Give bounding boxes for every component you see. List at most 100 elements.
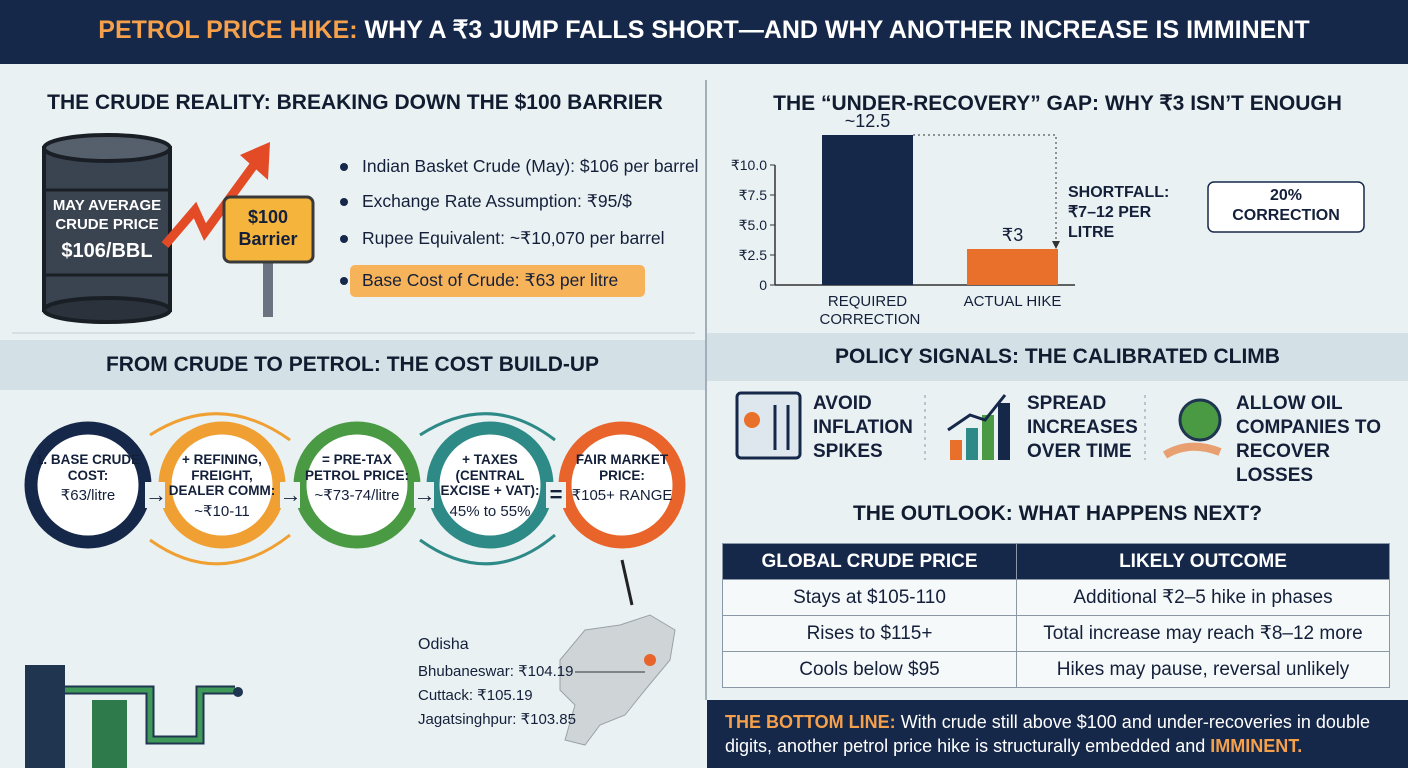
step-text: + REFINING, FREIGHT, DEALER COMM:: [168, 452, 276, 499]
cell: Total increase may reach ₹8–12 more: [1016, 615, 1390, 652]
step-text: 1. BASE CRUDE COST:: [35, 452, 141, 483]
y-tick-label: 0: [759, 277, 767, 293]
operator: →: [145, 482, 167, 508]
map-region: Odisha: [418, 636, 469, 653]
policy-item: ALLOW OIL COMPANIES TO RECOVER LOSSES: [1236, 393, 1381, 486]
decoration: [998, 403, 1010, 460]
city: Cuttack: ₹105.19: [418, 687, 533, 704]
policy-item: SPREAD INCREASES OVER TIME: [1027, 393, 1138, 462]
map-pin: [644, 654, 656, 666]
barrel-label: MAY AVERAGE CRUDE PRICE: [52, 197, 162, 233]
callout-box: [1207, 181, 1365, 233]
table-row: Stays at $105-110 Additional ₹2–5 hike in…: [722, 579, 1390, 616]
bullet: Base Cost of Crude: ₹63 per litre: [340, 270, 618, 291]
y-tick-label: ₹7.5: [739, 187, 768, 203]
header-highlight: PETROL PRICE HIKE:: [98, 16, 358, 44]
outlook-table: GLOBAL CRUDE PRICE LIKELY OUTCOME Stays …: [722, 543, 1390, 688]
bottom-line-bar: [707, 700, 1408, 768]
decoration: [158, 421, 286, 549]
gap-arrow: [1052, 241, 1060, 249]
step-text: = PRE-TAX PETROL PRICE:: [304, 452, 409, 483]
barrel-price: $106/BBL: [61, 240, 153, 262]
decoration: [1162, 442, 1222, 459]
band: [707, 333, 1408, 381]
decoration: [233, 687, 243, 697]
section-title: FROM CRUDE TO PETROL: THE COST BUILD-UP: [105, 353, 600, 376]
annotation: SHORTFALL: ₹7–12 PER LITRE: [1068, 184, 1170, 241]
pipeline-icon: [25, 665, 243, 768]
step: + REFINING, FREIGHT, DEALER COMM: ~₹10-11: [167, 452, 277, 520]
bottom-line: THE BOTTOM LINE: With crude still above …: [725, 710, 1395, 758]
sign-text: $100 Barrier: [238, 207, 298, 249]
policy-icons: [735, 391, 1222, 460]
city: Bhubaneswar: ₹104.19: [418, 663, 574, 680]
value-label: ~12.5: [845, 111, 891, 131]
x-tick-label: REQUIRED CORRECTION: [819, 293, 921, 328]
decoration: [982, 415, 994, 460]
step: = PRE-TAX PETROL PRICE: ~₹73-74/litre: [302, 452, 412, 504]
step-circles: [24, 421, 686, 549]
cell: Rises to $115+: [722, 615, 1017, 652]
decoration: [620, 559, 634, 606]
step-value: ₹105+ RANGE: [571, 487, 673, 505]
decoration: [149, 533, 291, 566]
band: [0, 340, 705, 390]
map-cities: Bhubaneswar: ₹104.19 Cuttack: ₹105.19 Ja…: [418, 660, 576, 732]
arrow-head: [240, 142, 270, 180]
header-bar: [0, 0, 1408, 64]
decoration: [1178, 398, 1222, 442]
y-tick-label: ₹2.5: [739, 247, 768, 263]
x-tick-label: ACTUAL HIKE: [963, 293, 1062, 310]
decoration: [65, 687, 235, 743]
step-value: ~₹73-74/litre: [314, 487, 400, 505]
decoration: [966, 428, 978, 460]
step-text: + TAXES (CENTRAL EXCISE + VAT):: [440, 452, 540, 499]
sign-board: [222, 195, 315, 264]
header-title: WHY A ₹3 JUMP FALLS SHORT—AND WHY ANOTHE…: [364, 16, 1310, 44]
decoration: [744, 412, 760, 428]
bottom-line-label: THE BOTTOM LINE:: [725, 712, 896, 732]
operator: →: [413, 482, 436, 508]
chart-title: THE “UNDER-RECOVERY” GAP: WHY ₹3 ISN’T E…: [773, 92, 1342, 115]
table-row: Rises to $115+ Total increase may reach ₹…: [722, 615, 1390, 652]
step-text: FAIR MARKET PRICE:: [575, 452, 669, 483]
flow-arcs: [149, 412, 634, 606]
step: + TAXES (CENTRAL EXCISE + VAT): 45% to 55…: [435, 452, 545, 520]
header-cell: GLOBAL CRUDE PRICE: [722, 543, 1017, 580]
decoration: [42, 296, 172, 324]
decoration: [419, 412, 556, 442]
bottom-line-emphasis: IMMINENT.: [1210, 736, 1303, 756]
step-value: ₹63/litre: [60, 487, 116, 505]
decoration: [735, 391, 802, 460]
sign-pole: [263, 255, 273, 317]
rising-arrow: [161, 147, 269, 248]
operator: =: [546, 482, 566, 508]
gap-line: [913, 134, 1057, 245]
decoration: [42, 133, 172, 163]
bullet: Indian Basket Crude (May): $106 per barr…: [340, 156, 699, 177]
bar: [822, 135, 913, 285]
cell: Additional ₹2–5 hike in phases: [1016, 579, 1390, 616]
section-title: THE OUTLOOK: WHAT HAPPENS NEXT?: [852, 502, 1263, 525]
policy-item: AVOID INFLATION SPIKES: [813, 393, 913, 462]
operator: →: [279, 482, 302, 508]
decoration: [149, 412, 291, 442]
barrel-icon: [42, 133, 172, 324]
section-title: POLICY SIGNALS: THE CALIBRATED CLIMB: [835, 345, 1280, 368]
cell: Stays at $105-110: [722, 579, 1017, 616]
step: FAIR MARKET PRICE: ₹105+ RANGE: [567, 452, 677, 504]
bullet: Exchange Rate Assumption: ₹95/$: [340, 191, 632, 212]
decoration: [947, 394, 1007, 432]
cell: Cools below $95: [722, 651, 1017, 688]
bullet: Rupee Equivalent: ~₹10,070 per barrel: [340, 228, 665, 249]
callout: 20% CORRECTION: [1232, 187, 1340, 224]
decoration: [42, 146, 172, 312]
decoration: [419, 533, 556, 566]
y-tick-label: ₹5.0: [739, 217, 768, 233]
bottom-line-text: With crude still above $100 and under-re…: [725, 712, 1370, 756]
step-value: 45% to 55%: [449, 502, 531, 520]
table-row: Cools below $95 Hikes may pause, reversal…: [722, 651, 1390, 688]
